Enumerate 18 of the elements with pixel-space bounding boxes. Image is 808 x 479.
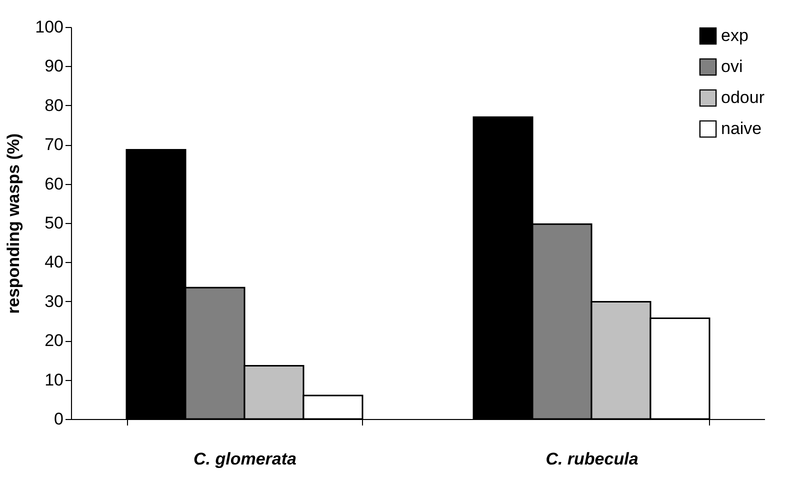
legend-label: exp — [721, 26, 748, 45]
x-tick-label: C. glomerata — [194, 450, 296, 468]
legend-label: ovi — [721, 57, 743, 76]
y-tick-label: 50 — [44, 214, 64, 232]
y-tick-label: 0 — [54, 410, 64, 428]
y-tick-label: 40 — [44, 252, 64, 272]
y-tick-label: 70 — [44, 135, 64, 154]
legend-label: odour — [721, 88, 765, 107]
legend-label: naive — [721, 119, 762, 138]
y-tick-label: 100 — [35, 18, 64, 36]
y-tick-label: 30 — [44, 292, 64, 311]
y-tick-label: 60 — [44, 174, 64, 194]
y-tick-label: 80 — [44, 96, 64, 115]
y-tick-label: 10 — [44, 370, 64, 390]
y-tick-label: 90 — [44, 56, 64, 76]
y-tick-label: 20 — [44, 331, 64, 350]
y-axis-title: responding wasps (%) — [4, 133, 24, 314]
x-tick-label: C. rubecula — [546, 450, 638, 468]
